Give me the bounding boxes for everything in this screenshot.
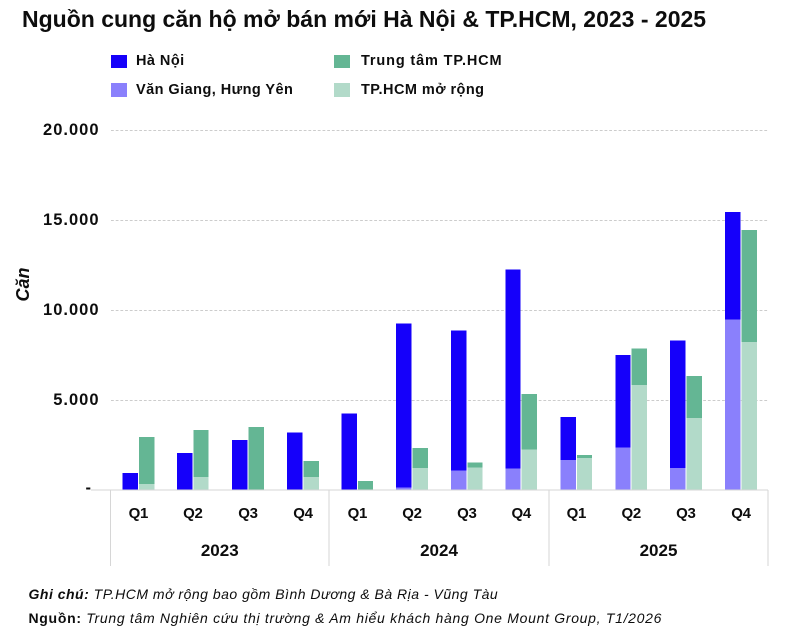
svg-text:Căn: Căn [13,267,33,301]
